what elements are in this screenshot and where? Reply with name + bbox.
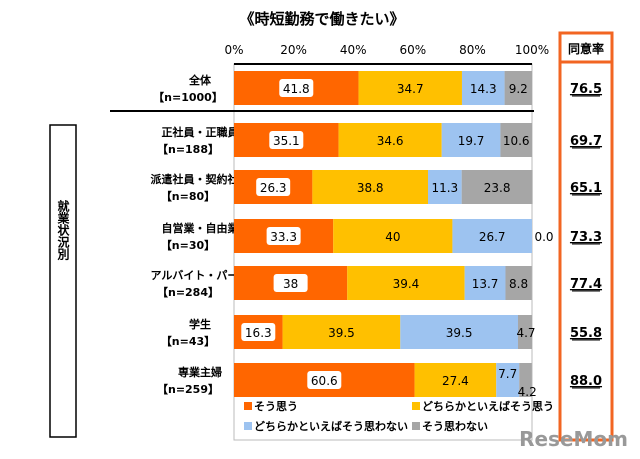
bar-segment [461, 71, 505, 105]
value-label: 10.6 [503, 134, 530, 148]
legend-swatch [412, 422, 420, 430]
value-label: 39.5 [328, 326, 355, 340]
value-label: 34.7 [397, 82, 424, 96]
legend-swatch [244, 402, 252, 410]
x-tick-label: 20% [280, 43, 307, 57]
bar-segment [312, 170, 428, 204]
bar-segment [358, 71, 462, 105]
bar-segment [519, 363, 532, 397]
bar-segment [504, 71, 532, 105]
agree-rate-value: 69.7 [570, 134, 602, 149]
value-label: 35.1 [273, 134, 300, 148]
value-label: 38.8 [357, 181, 384, 195]
legend-swatch [244, 422, 252, 430]
value-label: 14.3 [470, 82, 497, 96]
value-label: 4.7 [516, 326, 535, 340]
agree-rate-header: 同意率 [568, 41, 604, 56]
category-n: 【n=30】 [161, 239, 215, 252]
category-label: 学生 [189, 317, 211, 331]
agree-rate-value: 73.3 [570, 230, 602, 245]
category-label: 正社員・正職員 [162, 125, 239, 139]
category-n: 【n=188】 [157, 143, 219, 156]
legend-label: どちらかといえばそう思う [422, 399, 554, 413]
value-label: 39.5 [446, 326, 473, 340]
value-label-bg [269, 131, 304, 149]
bar-segment [517, 315, 532, 349]
value-label: 13.7 [472, 277, 499, 291]
x-tick-label: 100% [515, 43, 549, 57]
value-label: 60.6 [311, 374, 338, 388]
category-label: アルバイト・パート [151, 269, 250, 282]
agree-rate-value: 55.8 [570, 326, 602, 341]
legend-label: そう思わない [422, 420, 488, 433]
x-tick-label: 60% [399, 43, 426, 57]
chart-title: 《時短勤務で働きたい》 [239, 10, 404, 28]
value-label: 40 [385, 230, 400, 244]
value-label: 7.7 [498, 367, 517, 381]
bar-segment [338, 123, 442, 157]
agree-rate-box [558, 31, 614, 442]
legend-label: どちらかといえばそう思わない [254, 419, 408, 433]
value-label: 9.2 [509, 82, 528, 96]
category-n: 【n=284】 [157, 286, 219, 299]
value-label-bg [256, 178, 291, 196]
value-label: 8.8 [509, 277, 528, 291]
bar-segment [282, 315, 401, 349]
value-label: 0.0 [534, 230, 553, 244]
value-label: 27.4 [442, 374, 469, 388]
value-label: 34.6 [377, 134, 404, 148]
value-label-bg [241, 323, 276, 341]
value-label: 39.4 [393, 277, 420, 291]
value-label: 4.2 [518, 385, 537, 399]
legend-label: そう思う [254, 400, 298, 413]
bar-segment [464, 266, 506, 300]
value-label: 11.3 [431, 181, 458, 195]
agree-rate-value: 77.4 [570, 277, 602, 292]
x-tick-label: 80% [459, 43, 486, 57]
bar-segment [400, 315, 518, 349]
bar-segment [496, 363, 520, 397]
value-label: 16.3 [245, 326, 272, 340]
value-label: 33.3 [270, 230, 297, 244]
category-label: 全体 [188, 73, 212, 87]
bar-segment [347, 266, 465, 300]
value-label: 38 [283, 277, 298, 291]
x-tick-label: 40% [340, 43, 367, 57]
legend-swatch [412, 402, 420, 410]
value-label-bg [266, 227, 301, 245]
agree-rate-value: 76.5 [570, 82, 602, 97]
bar-segment [427, 170, 462, 204]
group-bracket [49, 124, 77, 438]
category-n: 【n=1000】 [153, 91, 223, 104]
value-label: 23.8 [484, 181, 511, 195]
bar-segment [461, 170, 533, 204]
category-label: 派遣社員・契約社員 [151, 172, 250, 186]
bar-segment [441, 123, 501, 157]
value-label: 19.7 [458, 134, 485, 148]
value-label-bg [307, 371, 342, 389]
value-label-bg [273, 274, 308, 292]
x-tick-label: 0% [224, 43, 243, 57]
category-label: 自営業・自由業 [162, 221, 240, 235]
bar-segment [505, 266, 532, 300]
bar-segment [414, 363, 497, 397]
value-label: 26.7 [479, 230, 506, 244]
category-n: 【n=43】 [161, 335, 215, 348]
value-label: 41.8 [283, 82, 310, 96]
bar-segment [452, 219, 532, 253]
bar-segment [500, 123, 532, 157]
group-label: 就業状況別 [56, 199, 70, 261]
watermark-logo: ReseMom [519, 427, 628, 451]
category-label: 専業主婦 [178, 365, 222, 379]
category-n: 【n=259】 [157, 383, 219, 396]
agree-rate-value: 88.0 [570, 374, 602, 389]
bar-segment [333, 219, 453, 253]
value-label: 26.3 [260, 181, 287, 195]
agree-rate-value: 65.1 [570, 181, 602, 196]
category-n: 【n=80】 [161, 190, 215, 203]
value-label-bg [279, 79, 314, 97]
